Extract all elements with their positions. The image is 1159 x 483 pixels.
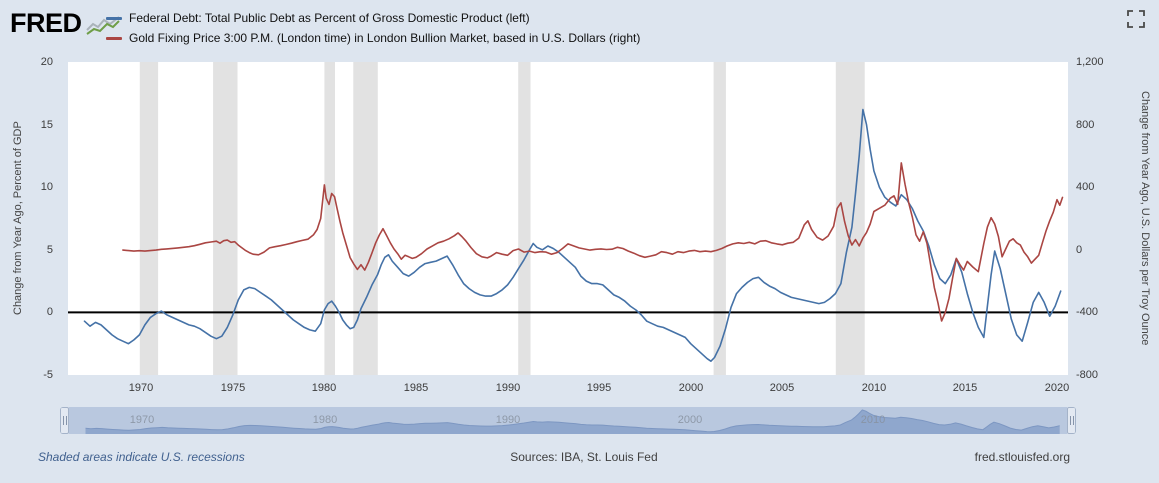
slider-mini-chart	[85, 409, 1060, 434]
left-tick-label: 20	[40, 56, 53, 68]
range-slider[interactable]: 1970 1980 1990 2000 2010	[60, 407, 1076, 434]
slider-handle-right[interactable]	[1067, 407, 1076, 434]
legend-item-gold: Gold Fixing Price 3:00 P.M. (London time…	[106, 28, 640, 48]
slider-year-label: 1980	[312, 414, 338, 426]
slider-year-label: 1990	[495, 414, 521, 426]
fullscreen-button[interactable]	[1125, 8, 1147, 30]
x-tick-label: 1970	[128, 382, 154, 394]
chart-canvas	[68, 62, 1068, 375]
left-tick-label: -5	[43, 369, 53, 381]
left-tick-label: 5	[46, 244, 53, 256]
recession-band	[139, 62, 159, 375]
left-axis-ticks: -5 0 5 10 15 20	[0, 56, 60, 381]
fred-logo-sparkline-icon	[85, 15, 120, 35]
slider-area-line	[85, 409, 1060, 433]
slider-handle-left[interactable]	[60, 407, 69, 434]
fred-logo: FRED	[10, 8, 120, 39]
slider-year-label: 1970	[129, 414, 155, 426]
slider-grip-icon	[1069, 416, 1074, 425]
slider-grip-icon	[62, 416, 67, 425]
fred-logo-text: FRED	[10, 8, 82, 38]
fullscreen-icon	[1127, 10, 1145, 28]
right-tick-label: -400	[1076, 306, 1099, 318]
right-tick-label: 800	[1076, 119, 1095, 131]
right-tick-label: 400	[1076, 181, 1095, 193]
recession-band	[324, 62, 335, 375]
right-tick-label: 1,200	[1076, 56, 1104, 68]
x-tick-label: 2020	[1044, 382, 1070, 394]
recession-band	[518, 62, 531, 375]
right-axis-title: Change from Year Ago, U.S. Dollars per T…	[1139, 91, 1151, 346]
x-tick-label: 1975	[220, 382, 246, 394]
fred-site-link[interactable]: fred.stlouisfed.org	[974, 450, 1070, 464]
right-tick-label: -800	[1076, 369, 1099, 381]
slider-area	[85, 409, 1060, 434]
x-tick-label: 1995	[586, 382, 612, 394]
recession-band	[213, 62, 238, 375]
legend-label-debt: Federal Debt: Total Public Debt as Perce…	[129, 11, 530, 25]
recession-note: Shaded areas indicate U.S. recessions	[38, 450, 245, 464]
x-tick-label: 2010	[861, 382, 887, 394]
x-axis-ticks: 1970 1975 1980 1985 1990 1995 2000 2005 2010 2015…	[68, 382, 1069, 396]
slider-track[interactable]: 1970 1980 1990 2000 2010	[69, 407, 1067, 434]
sources-text: Sources: IBA, St. Louis Fed	[510, 450, 658, 464]
slider-year-label: 2000	[677, 414, 703, 426]
series-line	[122, 162, 1064, 322]
legend-swatch-debt	[106, 16, 122, 20]
x-tick-label: 1980	[311, 382, 337, 394]
x-tick-label: 1985	[403, 382, 429, 394]
recession-band	[353, 62, 378, 375]
right-axis-ticks: -800 -400 0 400 800 1,200	[1074, 56, 1128, 381]
x-tick-label: 2015	[952, 382, 978, 394]
x-tick-label: 2005	[769, 382, 795, 394]
legend-item-debt: Federal Debt: Total Public Debt as Perce…	[106, 8, 640, 28]
left-tick-label: 0	[46, 306, 53, 318]
x-tick-label: 2000	[678, 382, 704, 394]
slider-year-label: 2010	[860, 414, 886, 426]
legend-label-gold: Gold Fixing Price 3:00 P.M. (London time…	[129, 31, 641, 45]
chart-plot-area[interactable]	[68, 62, 1068, 375]
series-line	[83, 108, 1062, 363]
recession-band	[713, 62, 726, 375]
x-tick-label: 1990	[495, 382, 521, 394]
legend: Federal Debt: Total Public Debt as Perce…	[106, 8, 640, 48]
right-tick-label: 0	[1076, 244, 1083, 256]
recession-band	[835, 62, 865, 375]
left-tick-label: 15	[40, 119, 53, 131]
left-tick-label: 10	[40, 181, 53, 193]
legend-swatch-gold	[106, 36, 122, 40]
